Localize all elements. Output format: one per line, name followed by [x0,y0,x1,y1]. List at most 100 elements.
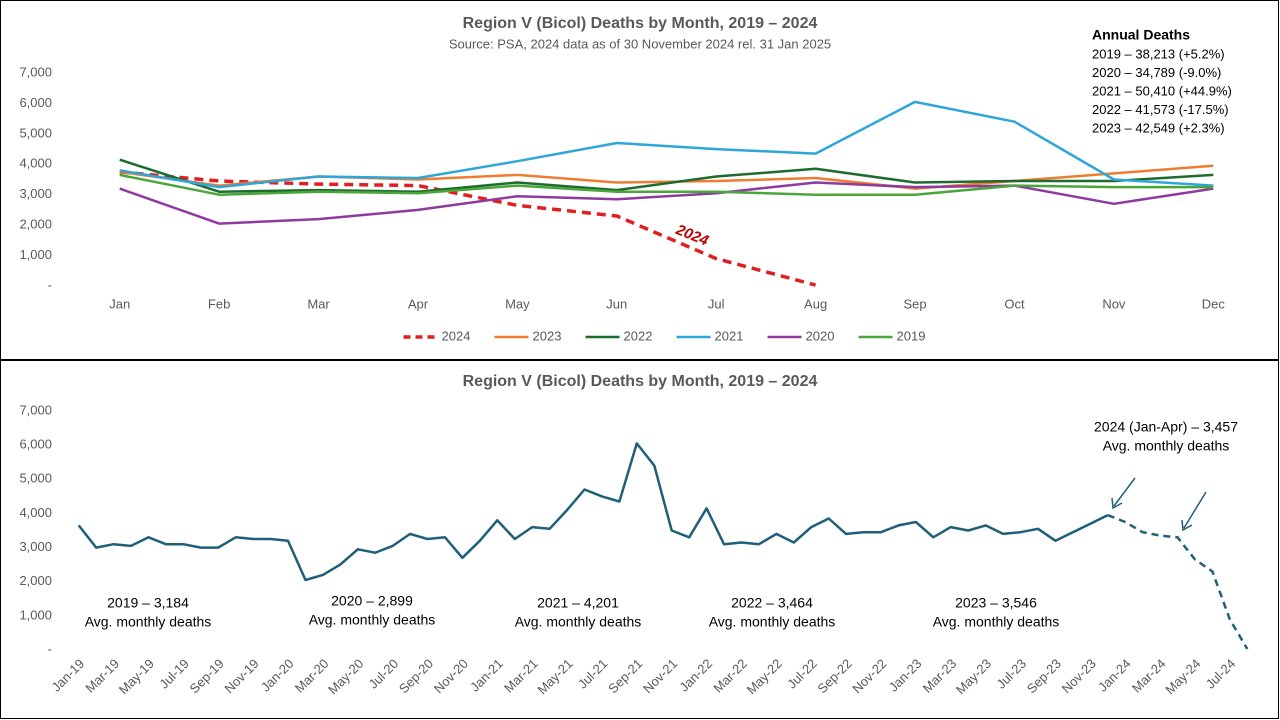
average-note: Avg. monthly deaths [709,614,836,630]
x-tick-label: Mar-19 [82,656,122,696]
arrow-head [1111,497,1123,510]
top-frame [0,0,1279,360]
annual-line: 2022 – 41,573 (-17.5%) [1092,102,1229,117]
series-line [1107,513,1249,650]
x-tick-label: Jan [109,296,130,311]
average-note: 2021 – 4,201 [537,595,619,611]
average-note: Avg. monthly deaths [933,614,1060,630]
x-tick-label: Mar-23 [920,656,960,696]
x-tick-label: Nov-23 [1059,656,1099,696]
average-note: 2022 – 3,464 [731,595,813,611]
average-note: 2024 (Jan-Apr) – 3,457 [1094,419,1238,435]
x-tick-label: Jan-19 [49,656,88,695]
x-tick-label: Mar-20 [292,656,332,696]
x-tick-label: Dec [1202,296,1226,311]
y-tick-label: 4,000 [19,505,52,520]
average-note: 2019 – 3,184 [107,595,189,611]
series-annotation: 2024 [673,221,712,250]
x-tick-label: Jul-24 [1203,656,1239,692]
x-tick-label: Mar-24 [1129,656,1169,696]
chart-subtitle: Source: PSA, 2024 data as of 30 November… [449,36,831,51]
average-note: Avg. monthly deaths [309,612,436,628]
x-tick-label: May [505,296,530,311]
x-tick-label: Nov-19 [221,656,261,696]
x-tick-label: May-20 [325,656,366,697]
x-tick-label: Jun [606,296,627,311]
x-tick-label: Sep-20 [396,656,436,696]
x-tick-label: Nov [1102,296,1126,311]
x-tick-label: Mar [307,296,330,311]
x-tick-label: Nov-22 [849,656,889,696]
arrow [1183,491,1207,529]
annual-line: 2020 – 34,789 (-9.0%) [1092,65,1221,80]
chart-title: Region V (Bicol) Deaths by Month, 2019 –… [463,373,818,390]
x-tick-label: Jan-21 [467,656,506,695]
x-tick-label: Sep-19 [187,656,227,696]
x-tick-label: May-19 [116,656,157,697]
annual-line: 2023 – 42,549 (+2.3%) [1092,120,1225,135]
legend-label: 2023 [533,328,562,343]
x-tick-label: May-21 [534,656,575,697]
x-tick-label: Jan-23 [886,656,925,695]
x-tick-label: Feb [208,296,230,311]
y-tick-label: 7,000 [19,402,52,417]
x-tick-label: Jan-24 [1095,656,1134,695]
legend-label: 2022 [624,328,653,343]
x-tick-label: Sep-22 [814,656,854,696]
legend-label: 2021 [715,328,744,343]
average-note: Avg. monthly deaths [1103,438,1230,454]
arrow-head [1181,519,1193,532]
x-tick-label: Mar-22 [710,656,750,696]
x-tick-label: Aug [804,296,827,311]
arrow [1113,477,1136,507]
chart-title: Region V (Bicol) Deaths by Month, 2019 –… [463,15,818,32]
average-note: Avg. monthly deaths [85,614,212,630]
series-line [119,100,1214,189]
y-tick-label: 7,000 [19,64,52,79]
y-tick-label: 1,000 [19,247,52,262]
y-tick-label: 3,000 [19,186,52,201]
x-tick-label: May-22 [744,656,785,697]
x-tick-label: Sep-23 [1024,656,1064,696]
y-tick-label: 2,000 [19,217,52,232]
x-tick-label: Mar-21 [501,656,541,696]
y-tick-label: - [48,641,52,656]
average-note: 2020 – 2,899 [331,593,413,609]
y-tick-label: 6,000 [19,95,52,110]
annual-line: 2019 – 38,213 (+5.2%) [1092,46,1225,61]
y-tick-label: 2,000 [19,573,52,588]
x-tick-label: Nov-21 [640,656,680,696]
average-note: Avg. monthly deaths [515,614,642,630]
y-tick-label: 5,000 [19,471,52,486]
y-tick-label: 3,000 [19,539,52,554]
y-tick-label: 5,000 [19,125,52,140]
x-tick-label: Jan-20 [258,656,297,695]
x-tick-label: May-23 [953,656,994,697]
legend-label: 2020 [806,328,835,343]
y-tick-label: - [48,277,52,292]
x-tick-label: Jul [708,296,725,311]
x-tick-label: May-24 [1162,656,1203,697]
average-note: 2023 – 3,546 [955,595,1037,611]
legend-label: 2019 [897,328,926,343]
annual-title: Annual Deaths [1092,27,1190,43]
x-tick-label: Nov-20 [431,656,471,696]
series-line [119,170,817,287]
series-line [119,173,1214,196]
x-tick-label: Sep-21 [605,656,645,696]
x-tick-label: Apr [408,296,429,311]
legend-label: 2024 [442,328,471,343]
y-tick-label: 1,000 [19,607,52,622]
annual-line: 2021 – 50,410 (+44.9%) [1092,83,1232,98]
x-tick-label: Sep [903,296,926,311]
y-tick-label: 4,000 [19,156,52,171]
bottom-frame [0,360,1279,719]
series-line [77,442,1109,582]
x-tick-label: Jan-22 [676,656,715,695]
y-tick-label: 6,000 [19,437,52,452]
x-tick-label: Oct [1004,296,1025,311]
series-line [119,181,1214,225]
series-line [119,158,1214,193]
